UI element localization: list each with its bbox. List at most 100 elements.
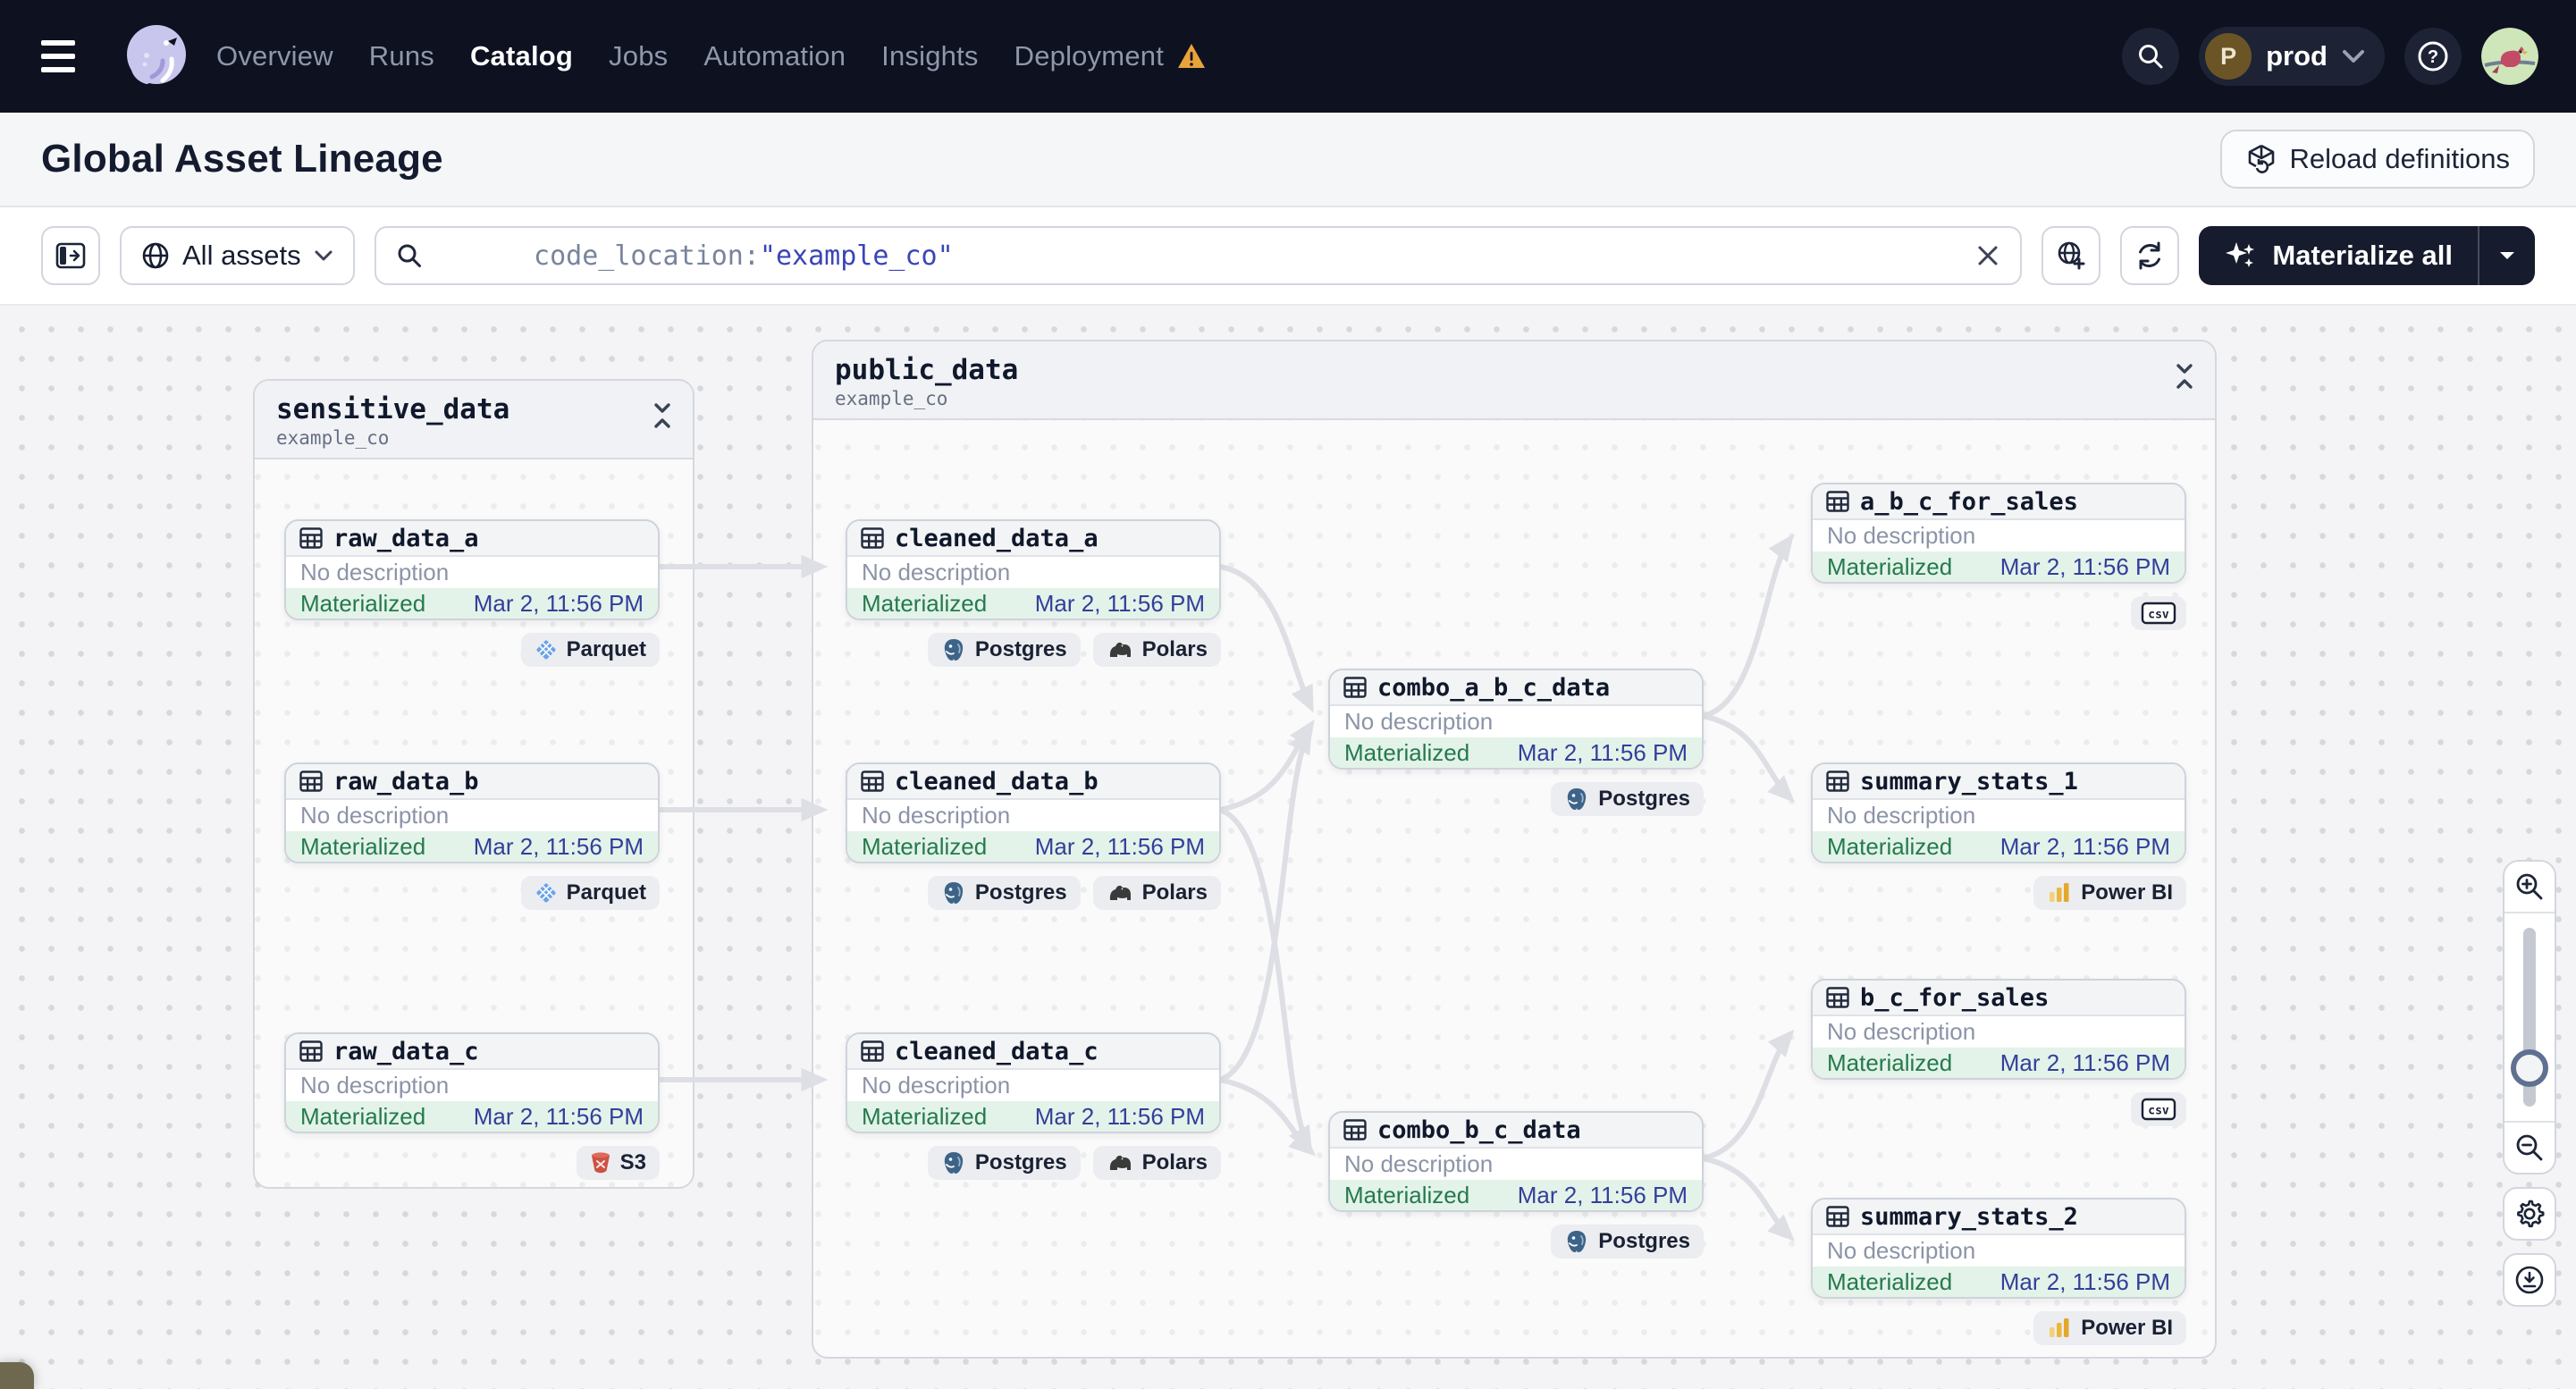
asset-scope-dropdown[interactable]: All assets [120, 226, 355, 285]
asset-status-row[interactable]: Materialized Mar 2, 11:56 PM [1330, 1180, 1702, 1210]
asset-card-header[interactable]: a_b_c_for_sales [1813, 484, 2185, 520]
materialize-options-button[interactable] [2479, 226, 2535, 285]
search-button[interactable] [2122, 28, 2180, 85]
reload-definitions-button[interactable]: Reload definitions [2219, 130, 2535, 189]
materialized-timestamp[interactable]: Mar 2, 11:56 PM [1999, 832, 2170, 860]
asset-card[interactable]: raw_data_c No description Materialized Mar … [284, 1032, 660, 1133]
materialized-timestamp[interactable]: Mar 2, 11:56 PM [1999, 1048, 2170, 1076]
zoom-in-button[interactable] [2504, 862, 2555, 913]
nav-item-insights[interactable]: Insights [881, 40, 979, 72]
asset-status-row[interactable]: Materialized Mar 2, 11:56 PM [1813, 831, 2185, 862]
asset-card[interactable]: combo_b_c_data No description Materialized… [1328, 1111, 1704, 1212]
asset-status-row[interactable]: Materialized Mar 2, 11:56 PM [847, 831, 1219, 862]
collapse-group-icon[interactable] [2174, 363, 2195, 390]
materialized-timestamp[interactable]: Mar 2, 11:56 PM [473, 832, 644, 860]
zoom-slider[interactable] [2504, 913, 2555, 1121]
zoom-out-button[interactable] [2504, 1121, 2555, 1173]
asset-card-header[interactable]: cleaned_data_a [847, 521, 1219, 557]
materialized-timestamp[interactable]: Mar 2, 11:56 PM [1999, 1267, 2170, 1295]
asset-card[interactable]: cleaned_data_b No description Materialized… [846, 762, 1221, 863]
materialize-all-button[interactable]: Materialize all [2199, 226, 2478, 285]
asset-status-row[interactable]: Materialized Mar 2, 11:56 PM [1813, 1267, 2185, 1297]
tag-postgres[interactable]: Postgres [927, 876, 1081, 910]
asset-tag-row: csv [1811, 1092, 2186, 1126]
nav-item-automation[interactable]: Automation [703, 40, 846, 72]
asset-card-header[interactable]: raw_data_c [286, 1034, 658, 1070]
help-button[interactable]: ? [2404, 28, 2462, 85]
tag-postgres[interactable]: Postgres [927, 1146, 1081, 1180]
asset-card[interactable]: raw_data_b No description Materialized Mar … [284, 762, 660, 863]
asset-card-header[interactable]: summary_stats_2 [1813, 1200, 2185, 1235]
asset-status-row[interactable]: Materialized Mar 2, 11:56 PM [286, 831, 658, 862]
materialized-timestamp[interactable]: Mar 2, 11:56 PM [1034, 1102, 1205, 1130]
asset-card-header[interactable]: summary_stats_1 [1813, 764, 2185, 800]
asset-status-row[interactable]: Materialized Mar 2, 11:56 PM [1330, 737, 1702, 768]
materialized-timestamp[interactable]: Mar 2, 11:56 PM [1517, 1181, 1688, 1208]
tag-postgres[interactable]: Postgres [927, 633, 1081, 667]
tag-powerbi[interactable]: Power BI [2033, 876, 2186, 910]
nav-item-catalog[interactable]: Catalog [469, 40, 574, 72]
asset-search-input[interactable]: code_location:"example_co" [374, 226, 2023, 285]
refresh-button[interactable] [2120, 226, 2180, 285]
tag-postgres[interactable]: Postgres [1551, 782, 1704, 816]
clear-search-icon[interactable] [1975, 243, 2000, 268]
tag-csv[interactable]: csv [2131, 596, 2186, 630]
tag-parquet[interactable]: Parquet [520, 876, 660, 910]
collapse-group-icon[interactable] [652, 402, 673, 429]
materialized-timestamp[interactable]: Mar 2, 11:56 PM [1517, 738, 1688, 766]
materialized-timestamp[interactable]: Mar 2, 11:56 PM [1034, 589, 1205, 617]
materialized-timestamp[interactable]: Mar 2, 11:56 PM [1034, 832, 1205, 860]
asset-status-row[interactable]: Materialized Mar 2, 11:56 PM [1813, 1048, 2185, 1078]
asset-card[interactable]: cleaned_data_c No description Materialized… [846, 1032, 1221, 1133]
asset-status-row[interactable]: Materialized Mar 2, 11:56 PM [847, 1101, 1219, 1132]
nav-item-jobs[interactable]: Jobs [609, 40, 669, 72]
asset-card[interactable]: raw_data_a No description Materialized Mar … [284, 519, 660, 620]
asset-card[interactable]: cleaned_data_a No description Materialized… [846, 519, 1221, 620]
asset-card[interactable]: b_c_for_sales No description Materialized M… [1811, 979, 2186, 1080]
tag-polars[interactable]: Polars [1092, 633, 1221, 667]
tag-polars[interactable]: Polars [1092, 1146, 1221, 1180]
asset-card-header[interactable]: combo_b_c_data [1330, 1113, 1702, 1149]
download-graph-button[interactable] [2503, 1253, 2556, 1307]
tag-parquet[interactable]: Parquet [520, 633, 660, 667]
asset-card[interactable]: a_b_c_for_sales No description Materialize… [1811, 483, 2186, 584]
tag-csv[interactable]: csv [2131, 1092, 2186, 1126]
asset-card-header[interactable]: raw_data_b [286, 764, 658, 800]
nav-item-overview[interactable]: Overview [216, 40, 333, 72]
materialized-timestamp[interactable]: Mar 2, 11:56 PM [1999, 552, 2170, 580]
asset-group-header[interactable]: sensitive_data example_co [255, 381, 693, 459]
minimap-corner[interactable] [0, 1362, 34, 1389]
tag-s3[interactable]: S3 [576, 1146, 660, 1180]
materialized-timestamp[interactable]: Mar 2, 11:56 PM [473, 1102, 644, 1130]
asset-status-row[interactable]: Materialized Mar 2, 11:56 PM [286, 1101, 658, 1132]
materialized-timestamp[interactable]: Mar 2, 11:56 PM [473, 589, 644, 617]
asset-card-header[interactable]: combo_a_b_c_data [1330, 670, 1702, 706]
new-asset-group-button[interactable] [2041, 226, 2101, 285]
zoom-slider-thumb[interactable] [2511, 1049, 2548, 1087]
asset-card-header[interactable]: b_c_for_sales [1813, 981, 2185, 1016]
asset-status-row[interactable]: Materialized Mar 2, 11:56 PM [1813, 551, 2185, 582]
environment-switcher[interactable]: P prod [2199, 27, 2385, 86]
graph-settings-button[interactable] [2503, 1187, 2556, 1241]
tag-powerbi[interactable]: Power BI [2033, 1311, 2186, 1345]
asset-card-header[interactable]: cleaned_data_c [847, 1034, 1219, 1070]
asset-status-row[interactable]: Materialized Mar 2, 11:56 PM [847, 588, 1219, 619]
asset-card[interactable]: combo_a_b_c_data No description Materializ… [1328, 669, 1704, 770]
asset-card[interactable]: summary_stats_1 No description Materialize… [1811, 762, 2186, 863]
asset-status-row[interactable]: Materialized Mar 2, 11:56 PM [286, 588, 658, 619]
lineage-canvas[interactable]: sensitive_data example_co public_data ex… [0, 306, 2576, 1389]
asset-node-raw_data_a: raw_data_a No description Materialized Mar … [284, 519, 660, 667]
asset-card-header[interactable]: raw_data_a [286, 521, 658, 557]
tag-polars[interactable]: Polars [1092, 876, 1221, 910]
dagster-logo[interactable] [120, 20, 193, 93]
nav-item-runs[interactable]: Runs [368, 40, 434, 72]
asset-card-header[interactable]: cleaned_data_b [847, 764, 1219, 800]
open-panel-button[interactable] [41, 226, 100, 285]
user-avatar[interactable] [2481, 28, 2538, 85]
asset-card[interactable]: summary_stats_2 No description Materialize… [1811, 1198, 2186, 1299]
asset-group-header[interactable]: public_data example_co [813, 341, 2215, 420]
page-header: Global Asset Lineage Reload definitions [0, 113, 2576, 207]
tag-postgres[interactable]: Postgres [1551, 1225, 1704, 1259]
nav-item-deployment[interactable]: Deployment [1014, 40, 1165, 72]
menu-icon[interactable] [41, 27, 100, 86]
